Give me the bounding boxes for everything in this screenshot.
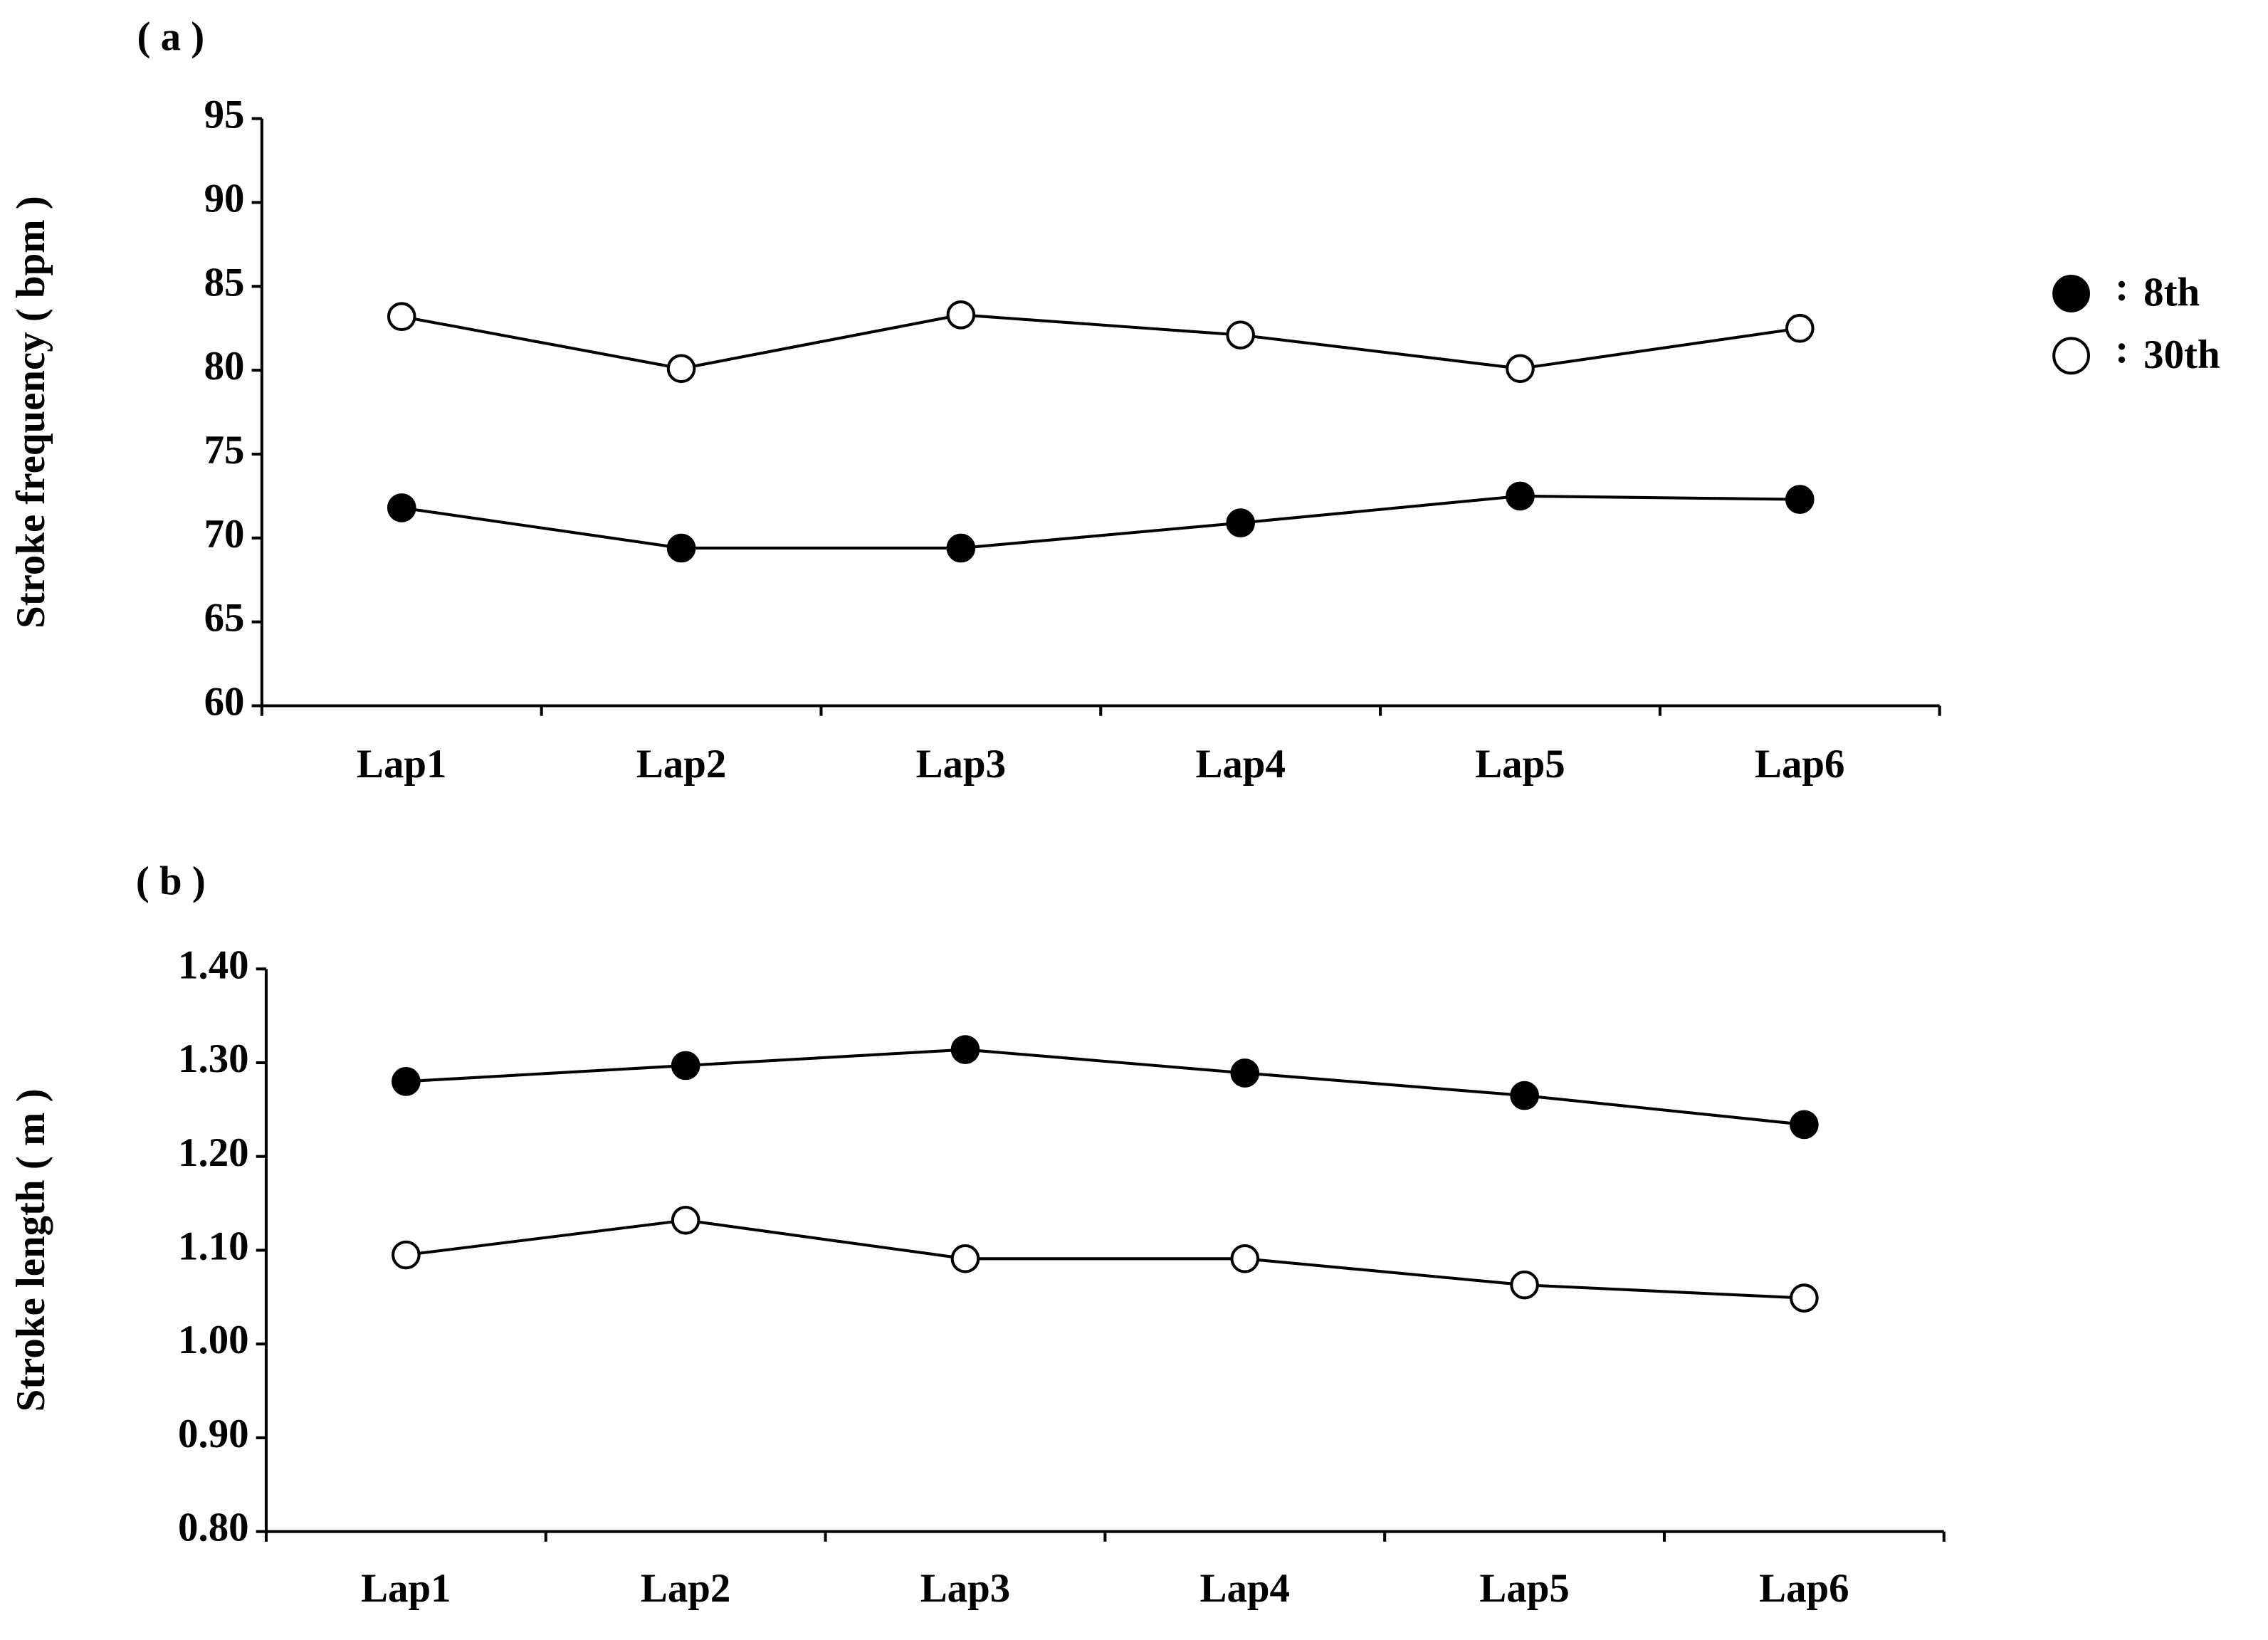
- x-tick-label: Lap5: [1475, 742, 1565, 787]
- data-point: [392, 1240, 421, 1270]
- data-point: [387, 493, 416, 522]
- data-point: [1785, 313, 1815, 343]
- y-axis-label: Stroke frequency ( bpm ): [9, 196, 53, 629]
- legend-separator: :: [2115, 327, 2128, 372]
- data-point: [1510, 1270, 1539, 1300]
- data-point: [392, 1067, 421, 1096]
- series-line: [401, 494, 1800, 550]
- y-tick-label: 0.80: [178, 1505, 249, 1550]
- data-point: [1230, 1244, 1260, 1273]
- data-point: [1506, 354, 1535, 384]
- y-axis-label: Stroke length ( m ): [9, 1088, 53, 1412]
- y-tick-label: 60: [204, 680, 245, 725]
- series-line: [401, 313, 1800, 370]
- x-tick-label: Lap5: [1479, 1566, 1569, 1611]
- data-point: [1230, 1058, 1260, 1088]
- data-point: [1790, 1110, 1819, 1140]
- data-point: [1226, 508, 1255, 537]
- x-tick-label: Lap1: [357, 742, 446, 787]
- data-point: [946, 533, 976, 563]
- legend-marker: [2052, 337, 2090, 375]
- series-line: [406, 1048, 1805, 1126]
- y-tick-label: 1.20: [178, 1130, 249, 1175]
- legend-separator: :: [2115, 264, 2128, 309]
- series-line: [406, 1219, 1805, 1300]
- y-tick-label: 75: [204, 428, 245, 473]
- x-tick-label: Lap3: [920, 1566, 1010, 1611]
- y-tick-label: 1.00: [178, 1318, 249, 1362]
- y-tick-label: 95: [204, 93, 245, 137]
- y-tick-label: 90: [204, 176, 245, 221]
- y-tick-label: 70: [204, 512, 245, 557]
- x-tick-label: Lap4: [1200, 1566, 1290, 1611]
- x-tick-label: Lap1: [361, 1566, 451, 1611]
- data-point: [666, 533, 696, 563]
- y-tick-label: 1.10: [178, 1224, 249, 1268]
- x-tick-label: Lap2: [636, 742, 726, 787]
- x-tick-label: Lap2: [641, 1566, 730, 1611]
- x-tick-label: Lap3: [916, 742, 1006, 787]
- data-point: [671, 1051, 700, 1081]
- data-point: [946, 300, 976, 330]
- data-point: [950, 1035, 980, 1064]
- panel-label: ( b ): [136, 858, 206, 903]
- x-tick-label: Lap6: [1755, 742, 1844, 787]
- y-tick-label: 0.90: [178, 1412, 249, 1456]
- data-point: [1510, 1081, 1539, 1110]
- y-tick-label: 1.40: [178, 942, 249, 987]
- data-point: [666, 354, 696, 384]
- y-tick-label: 85: [204, 260, 245, 305]
- data-point: [671, 1205, 700, 1235]
- legend-marker: [2052, 275, 2090, 312]
- x-tick-label: Lap6: [1759, 1566, 1849, 1611]
- x-tick-label: Lap4: [1195, 742, 1285, 787]
- legend-label: 30th: [2143, 332, 2220, 377]
- data-point: [1226, 320, 1255, 349]
- data-point: [387, 302, 416, 332]
- data-point: [1506, 481, 1535, 511]
- legend-label: 8th: [2143, 270, 2200, 315]
- data-point: [950, 1244, 980, 1273]
- data-point: [1790, 1283, 1819, 1313]
- panel-label: ( a ): [137, 14, 204, 59]
- y-tick-label: 1.30: [178, 1036, 249, 1081]
- y-tick-label: 65: [204, 596, 245, 641]
- y-tick-label: 80: [204, 344, 245, 389]
- data-point: [1785, 485, 1815, 514]
